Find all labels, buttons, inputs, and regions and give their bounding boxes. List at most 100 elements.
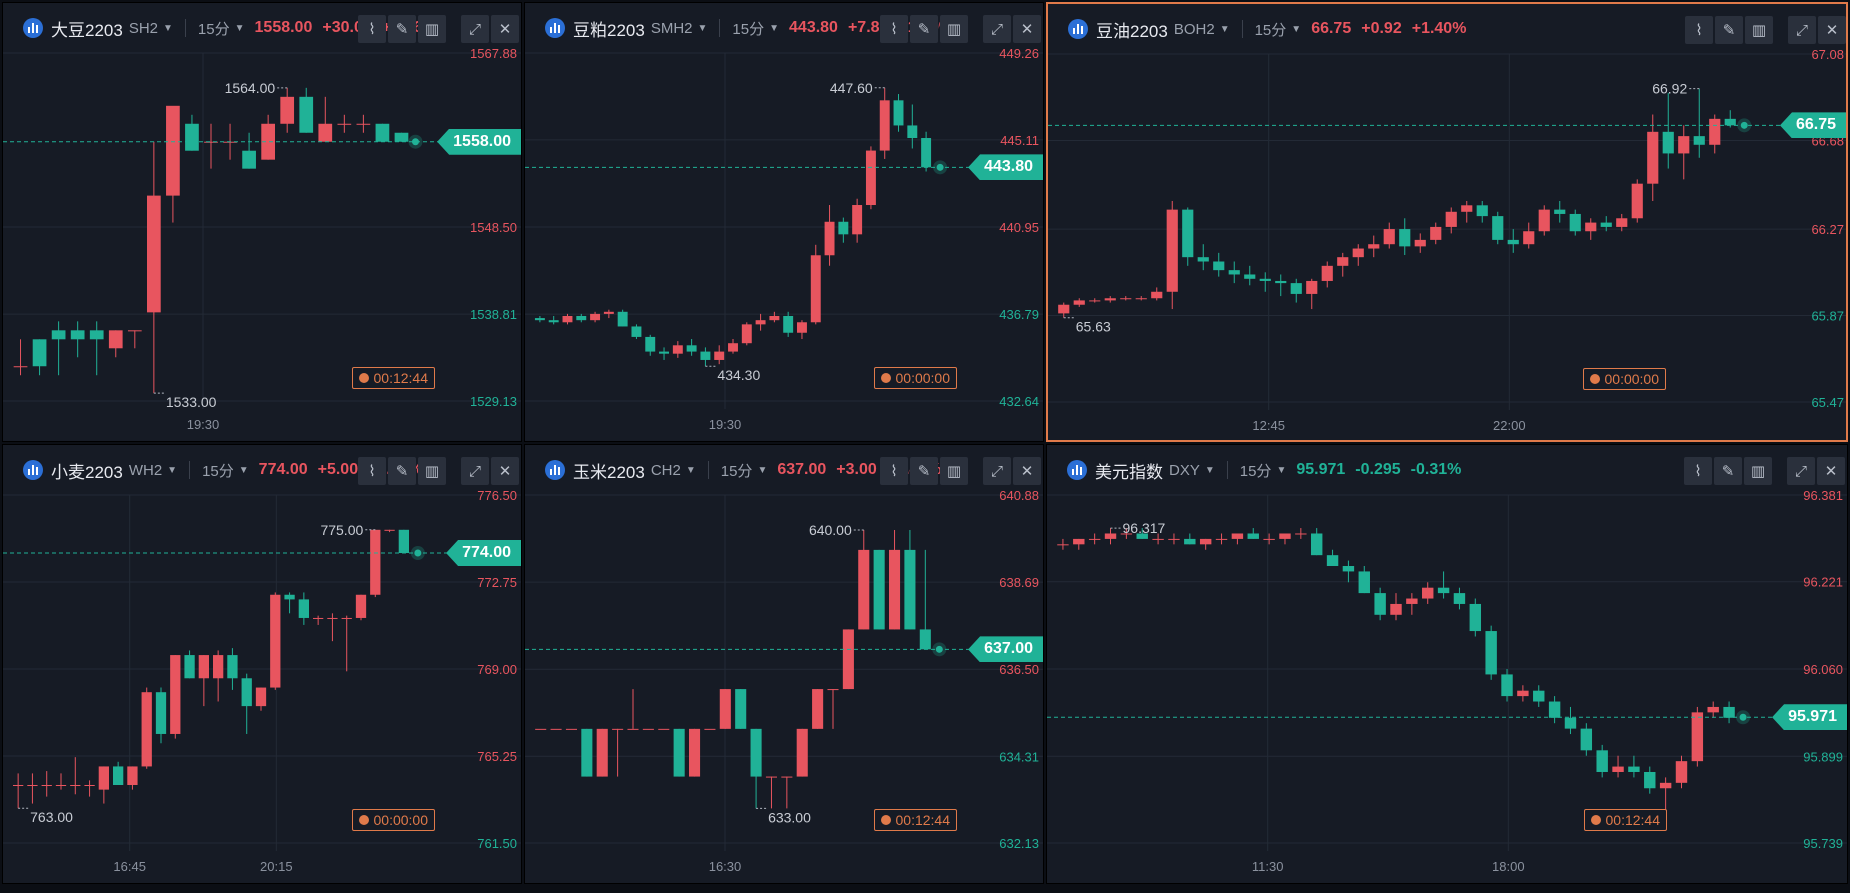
indicator-button[interactable]: ⌇ [358, 15, 386, 43]
candlestick-chart[interactable]: 776.50 772.75 769.00 765.25 761.50 16:45 20:15… [3, 445, 522, 884]
chevron-down-icon[interactable]: ▼ [697, 22, 708, 34]
chart-panel[interactable]: 美元指数 DXY ▼ 15分 ▼ 95.971 -0.295 -0.31% ⌇ ✎ ▥ ⤢ ✕ 96.38… [1046, 444, 1848, 884]
symbol-name[interactable]: 小麦2203 [51, 462, 123, 482]
y-tick-label: 445.11 [1000, 133, 1039, 148]
countdown-text: 00:12:44 [1605, 812, 1661, 828]
chevron-down-icon[interactable]: ▼ [1276, 464, 1287, 476]
bar-countdown: 00:00:00 [351, 809, 435, 831]
chevron-down-icon[interactable]: ▼ [769, 22, 780, 34]
chevron-down-icon[interactable]: ▼ [1291, 23, 1302, 35]
close-button[interactable]: ✕ [1013, 15, 1041, 43]
candle-body [755, 320, 766, 325]
close-button[interactable]: ✕ [1817, 457, 1845, 485]
chevron-down-icon[interactable]: ▼ [757, 464, 768, 476]
candlestick-chart[interactable]: 449.26 445.11 440.95 436.79 432.64 19:30 447.6… [525, 3, 1044, 442]
symbol-name[interactable]: 豆粕2203 [573, 20, 645, 40]
close-button[interactable]: ✕ [1818, 16, 1846, 44]
candle-body [1485, 631, 1497, 675]
candle-body [241, 678, 252, 707]
period-selector[interactable]: 15分 [1239, 462, 1272, 480]
chart-panel[interactable]: 豆粕2203SMH2▼15分▼443.80+7.80+1.79%⌇✎▥⤢✕449… [524, 2, 1044, 442]
candle-body [1228, 270, 1240, 275]
chart-panel[interactable]: 小麦2203WH2▼15分▼774.00+5.00+0.65%⌇✎▥⤢✕776.… [2, 444, 522, 884]
candle-body [1259, 278, 1271, 281]
candlestick-button[interactable]: ▥ [940, 15, 968, 43]
candle-body [1538, 209, 1550, 232]
indicator-button[interactable]: ⌇ [880, 457, 908, 485]
period-selector[interactable]: 15分 [732, 20, 765, 38]
chevron-down-icon[interactable]: ▼ [234, 22, 245, 34]
close-button[interactable]: ✕ [1013, 457, 1041, 485]
indicator-button[interactable]: ⌇ [358, 457, 386, 485]
countdown-text: 00:12:44 [373, 370, 429, 386]
period-selector[interactable]: 15分 [202, 462, 234, 480]
candle-body [313, 617, 324, 619]
y-tick-label: 440.95 [999, 220, 1039, 235]
symbol-code[interactable]: SMH2 [650, 19, 693, 37]
candlestick-button[interactable]: ▥ [1744, 457, 1772, 485]
indicator-button[interactable]: ⌇ [880, 15, 908, 43]
expand-button[interactable]: ⤢ [1788, 16, 1816, 44]
symbol-name[interactable]: 大豆2203 [51, 20, 123, 40]
candlestick-icon: ▥ [1750, 463, 1766, 480]
expand-button[interactable]: ⤢ [461, 457, 489, 485]
high-label: 775.00 [320, 522, 363, 538]
symbol-code[interactable]: WH2 [128, 461, 163, 479]
candle-body [919, 629, 931, 650]
candlestick-button[interactable]: ▥ [1745, 16, 1773, 44]
pencil-button[interactable]: ✎ [910, 15, 938, 43]
candlestick-chart[interactable]: 640.88 638.69 636.50 634.31 632.13 16:30 640.0… [525, 445, 1044, 884]
clock-icon [880, 815, 891, 825]
candlestick-chart[interactable]: 96.381 96.221 96.060 95.899 95.739 11:30 18:00… [1047, 445, 1848, 884]
candlestick-button[interactable]: ▥ [940, 457, 968, 485]
pencil-button[interactable]: ✎ [388, 457, 416, 485]
symbol-code[interactable]: BOH2 [1173, 20, 1215, 38]
candle-body [535, 728, 547, 730]
expand-button[interactable]: ⤢ [983, 457, 1011, 485]
chart-panel[interactable]: 玉米2203CH2▼15分▼637.00+3.00+0.47%⌇✎▥⤢✕640.… [524, 444, 1044, 884]
period-selector[interactable]: 15分 [720, 462, 753, 480]
close-button[interactable]: ✕ [491, 15, 519, 43]
candle-body [838, 221, 849, 235]
chevron-down-icon[interactable]: ▼ [1204, 464, 1215, 476]
expand-icon: ⤢ [990, 462, 1003, 480]
pencil-button[interactable]: ✎ [1715, 16, 1743, 44]
indicator-button[interactable]: ⌇ [1684, 457, 1712, 485]
symbol-code[interactable]: SH2 [128, 19, 159, 37]
chart-panel[interactable]: 豆油2203 BOH2 ▼ 15分 ▼ 66.75 +0.92 +1.40% ⌇ ✎ ▥ ⤢ ✕ 67.0… [1046, 2, 1848, 442]
chevron-down-icon[interactable]: ▼ [167, 464, 178, 476]
candle-body [907, 125, 918, 139]
pencil-button[interactable]: ✎ [388, 15, 416, 43]
close-button[interactable]: ✕ [491, 457, 519, 485]
bar-countdown: 00:12:44 [1583, 809, 1667, 831]
expand-button[interactable]: ⤢ [983, 15, 1011, 43]
symbol-code[interactable]: DXY [1169, 461, 1200, 479]
chevron-down-icon[interactable]: ▼ [685, 464, 696, 476]
symbol-code[interactable]: CH2 [650, 461, 681, 479]
chevron-down-icon[interactable]: ▼ [238, 464, 249, 476]
candle-body [893, 100, 904, 126]
candle-body [1469, 603, 1482, 632]
period-selector[interactable]: 15分 [1254, 21, 1287, 39]
pencil-button[interactable]: ✎ [910, 457, 938, 485]
candle-body [1368, 244, 1380, 249]
last-price: 443.80 [789, 19, 838, 36]
indicator-button[interactable]: ⌇ [1685, 16, 1713, 44]
low-label: 65.63 [1076, 319, 1111, 335]
symbol-name[interactable]: 玉米2203 [573, 462, 645, 482]
candle-body [1507, 239, 1519, 245]
symbol-name[interactable]: 美元指数 [1095, 462, 1163, 482]
expand-button[interactable]: ⤢ [461, 15, 489, 43]
symbol-name[interactable]: 豆油2203 [1096, 21, 1168, 41]
candlestick-button[interactable]: ▥ [418, 15, 446, 43]
pencil-button[interactable]: ✎ [1714, 457, 1742, 485]
candlestick-button[interactable]: ▥ [418, 457, 446, 485]
chevron-down-icon[interactable]: ▼ [1219, 23, 1230, 35]
candle-body [298, 599, 309, 618]
chevron-down-icon[interactable]: ▼ [163, 22, 173, 34]
candlestick-chart[interactable]: 1567.88 1548.50 1538.81 1529.13 19:30 1564.00… [3, 3, 522, 442]
period-selector[interactable]: 15分 [197, 20, 230, 38]
expand-button[interactable]: ⤢ [1787, 457, 1815, 485]
chart-panel[interactable]: 大豆2203SH2▼15分▼1558.00+30.00+1.96%⌇✎▥⤢✕15… [2, 2, 522, 442]
